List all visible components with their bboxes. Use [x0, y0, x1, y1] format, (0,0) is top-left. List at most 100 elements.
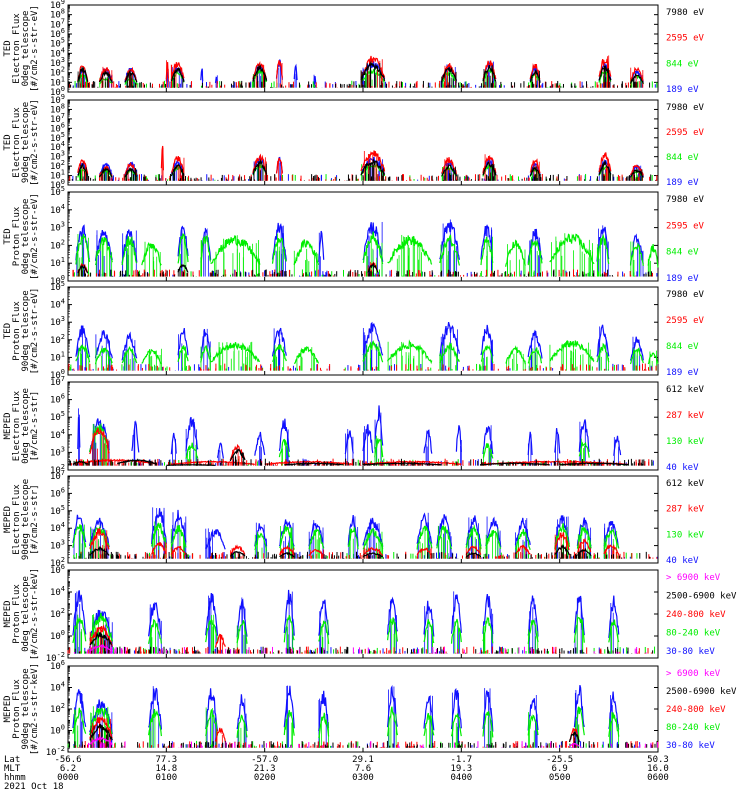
y-axis-label-line: [#/cm2-s-str-keV] — [30, 568, 40, 660]
burst-trace — [229, 550, 246, 557]
burst-trace — [170, 62, 185, 81]
burst-trace — [121, 331, 138, 361]
burst-trace — [630, 66, 644, 82]
burst-trace — [416, 512, 433, 544]
legend-entry: 7980 eV — [666, 290, 705, 300]
burst-trace — [480, 324, 494, 357]
legend-entry: 2595 eV — [666, 221, 705, 231]
burst-trace — [98, 69, 113, 84]
burst-trace — [72, 460, 89, 465]
y-axis-label-line: Proton Flux — [12, 206, 22, 266]
y-axis-label-line: Proton Flux — [12, 584, 22, 644]
burst-trace — [629, 347, 644, 365]
burst-trace — [254, 523, 268, 547]
legend-entry: 287 keV — [666, 505, 705, 515]
burst-trace — [647, 244, 659, 268]
burst-trace — [252, 158, 268, 175]
legend-entry: 189 eV — [666, 274, 699, 284]
burst-trace — [293, 239, 320, 266]
burst-trace — [374, 405, 384, 449]
burst-trace — [89, 546, 110, 556]
legend-entry: 2595 eV — [666, 316, 705, 326]
burst-trace — [77, 66, 89, 82]
burst-trace — [308, 528, 325, 550]
burst-trace — [423, 600, 435, 637]
burst-trace — [559, 462, 629, 466]
y-axis-label-line: TED — [3, 40, 13, 56]
burst-trace — [200, 328, 212, 358]
series-7980-ev — [69, 158, 657, 181]
burst-trace — [416, 525, 433, 550]
legend-entry: 2500-6900 keV — [666, 592, 737, 602]
burst-trace — [613, 435, 622, 456]
y-axis-label-line: [#/cm2-s-str] — [30, 484, 40, 554]
burst-trace — [89, 528, 110, 550]
y-axis-label-line: 90deg telescope — [21, 290, 31, 371]
y-axis-label-line: MEPED — [3, 600, 13, 627]
burst-trace — [576, 527, 592, 549]
burst-trace — [529, 158, 541, 174]
burst-trace — [482, 443, 494, 459]
series-2595-ev — [68, 363, 657, 371]
burst-trace — [94, 230, 113, 261]
y-axis-label-line: TED — [3, 134, 13, 150]
y-axis-label-line: Electron Flux — [12, 484, 22, 555]
burst-trace — [603, 520, 620, 549]
burst-trace — [124, 161, 138, 176]
burst-trace — [148, 602, 162, 637]
burst-trace — [210, 234, 261, 265]
burst-trace — [441, 157, 457, 175]
legend-entry: 287 keV — [666, 411, 705, 421]
burst-trace — [360, 68, 385, 83]
y-axis-label-line: Electron Flux — [12, 390, 22, 461]
legend-entry: 7980 eV — [666, 103, 705, 113]
burst-trace — [387, 596, 398, 635]
burst-trace — [77, 264, 89, 274]
burst-trace — [94, 347, 113, 365]
y-axis-label-line: 0deg telescope — [21, 199, 31, 275]
burst-trace — [423, 429, 433, 454]
burst-trace — [578, 441, 590, 458]
burst-trace — [229, 448, 246, 462]
y-axis-label-line: [#/cm2-s-str-eV] — [30, 288, 40, 375]
burst-trace — [72, 524, 87, 548]
burst-trace — [596, 342, 610, 363]
burst-trace — [527, 431, 533, 456]
legend-entry: 844 eV — [666, 248, 699, 258]
y-axis-label-line: [#/cm2-s-str-eV] — [30, 99, 40, 186]
burst-trace — [629, 164, 644, 176]
burst-trace — [465, 545, 482, 556]
burst-trace — [318, 620, 330, 644]
burst-trace — [200, 345, 212, 363]
burst-trace — [514, 517, 531, 545]
y-axis-label: TED Electron Flux 0deg telescope [#/cm2-s-s… — [3, 5, 40, 92]
y-tick-label: 109 — [50, 0, 65, 11]
burst-trace — [573, 595, 585, 636]
legend-entry: 189 eV — [666, 178, 699, 188]
burst-trace — [362, 527, 384, 550]
burst-trace — [72, 514, 87, 544]
burst-trace — [450, 594, 462, 634]
burst-trace — [362, 321, 384, 357]
burst-trace — [362, 340, 384, 363]
burst-trace — [121, 236, 138, 266]
burst-trace — [596, 324, 610, 357]
burst-trace — [170, 156, 184, 173]
burst-trace — [362, 231, 384, 265]
burst-trace — [514, 544, 531, 555]
y-axis-label-line: Proton Flux — [12, 301, 22, 361]
burst-trace — [151, 522, 167, 548]
burst-trace — [177, 345, 189, 363]
burst-trace — [177, 225, 189, 257]
y-axis-label: MEPED Electron Flux 0deg telescope [#/cm2-s… — [3, 388, 40, 464]
y-axis-label-line: 0deg telescope — [21, 388, 31, 464]
burst-trace — [387, 235, 433, 265]
burst-trace — [482, 66, 496, 82]
legend-entry: 2595 eV — [666, 34, 705, 44]
y-axis-label-line: [#/cm2-s-str] — [30, 391, 40, 461]
burst-trace — [271, 237, 287, 264]
burst-trace — [75, 325, 91, 358]
